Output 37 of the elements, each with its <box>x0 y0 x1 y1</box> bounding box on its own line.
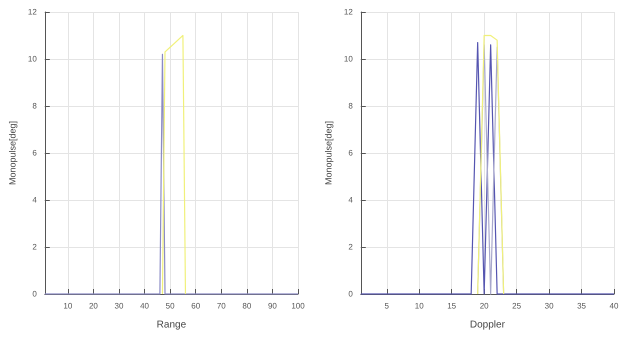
y-tick-label: 6 <box>32 148 38 158</box>
x-tick-label: 10 <box>414 302 424 310</box>
y-tick-label: 2 <box>32 242 38 252</box>
y-tick-label: 0 <box>32 290 38 298</box>
x-tick-label: 35 <box>577 302 587 310</box>
x-tick-label: 70 <box>216 302 226 310</box>
x-tick-label: 50 <box>166 302 176 310</box>
x-tick-label: 90 <box>268 302 278 310</box>
x-tick-label: 25 <box>512 302 522 310</box>
x-tick-label: 10 <box>63 302 73 310</box>
x-axis-title: Doppler <box>470 320 506 330</box>
y-axis-title: Monopulse[deg] <box>324 120 334 186</box>
y-axis-title: Monopulse[deg] <box>8 120 18 186</box>
x-tick-label: 20 <box>88 302 98 310</box>
x-tick-label: 60 <box>191 302 201 310</box>
x-tick-label: 100 <box>291 302 306 310</box>
x-tick-label: 20 <box>480 302 490 310</box>
x-tick-label: 40 <box>140 302 150 310</box>
x-tick-label: 30 <box>544 302 554 310</box>
y-tick-label: 8 <box>348 102 354 110</box>
y-tick-label: 4 <box>32 196 38 204</box>
y-tick-label: 6 <box>348 148 354 158</box>
y-tick-label: 2 <box>348 242 354 252</box>
x-tick-label: 80 <box>242 302 252 310</box>
x-tick-label: 30 <box>114 302 124 310</box>
y-tick-label: 12 <box>28 8 38 16</box>
line-series <box>162 34 186 295</box>
x-axis-title: Range <box>156 320 187 330</box>
x-tick-label: 5 <box>384 302 390 310</box>
y-tick-label: 0 <box>348 290 354 298</box>
y-tick-label: 12 <box>344 8 354 16</box>
y-tick-label: 10 <box>28 54 38 64</box>
x-tick-label: 40 <box>610 302 619 310</box>
y-tick-label: 8 <box>32 102 38 110</box>
x-tick-label: 15 <box>447 302 457 310</box>
y-tick-label: 10 <box>344 54 354 64</box>
y-tick-label: 4 <box>348 196 354 204</box>
